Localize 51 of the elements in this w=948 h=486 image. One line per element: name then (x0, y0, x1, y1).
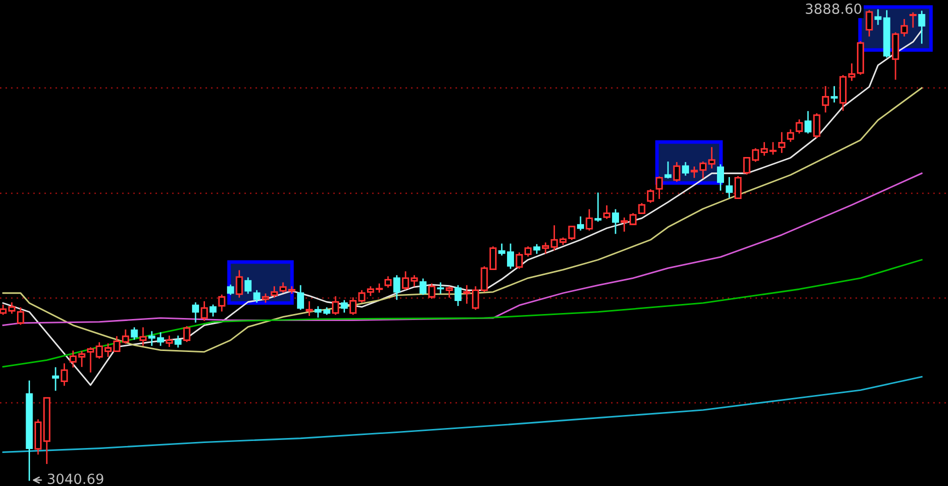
candlestick (236, 270, 243, 298)
candlestick (796, 119, 803, 134)
candlestick (830, 86, 838, 102)
candlestick (420, 278, 427, 295)
candlestick (446, 286, 453, 298)
candlestick (682, 162, 690, 176)
candlestick (726, 177, 733, 198)
candlestick (717, 164, 724, 191)
candlestick (130, 327, 138, 340)
candlestick (786, 129, 794, 142)
candlestick (454, 285, 462, 306)
candlestick (297, 285, 304, 310)
candlestick (577, 216, 584, 231)
candlestick (428, 284, 436, 299)
candlestick (594, 192, 602, 222)
candlestick (778, 132, 786, 153)
candlestick (52, 367, 60, 391)
candlestick (314, 306, 322, 318)
candlestick (166, 336, 173, 347)
candlestick (656, 176, 663, 199)
candlestick (183, 326, 190, 342)
candlestick (393, 275, 400, 300)
candlestick (664, 162, 672, 178)
candlestick (866, 10, 873, 37)
candlestick (192, 302, 200, 323)
candlestick (646, 189, 654, 203)
candlestick (874, 9, 882, 25)
candlestick (200, 301, 208, 321)
candlestick (60, 363, 68, 386)
candlestick (253, 290, 260, 303)
candlestick (384, 276, 392, 288)
candlestick (918, 10, 926, 44)
candlestick (856, 41, 864, 75)
candlestick (603, 205, 610, 219)
candlestick (734, 176, 742, 200)
annotation: 3888.60 (806, 4, 862, 14)
candlestick (174, 336, 182, 348)
candlestick (244, 277, 252, 294)
candlestick (210, 304, 217, 316)
candlestick (437, 282, 444, 294)
candlestick (340, 300, 348, 313)
candlestick (813, 113, 820, 138)
candlestick (218, 294, 226, 312)
candlestick (586, 209, 593, 231)
candlestick (804, 111, 812, 134)
candlestick (612, 209, 620, 234)
candlestick (638, 203, 646, 214)
candlestick (673, 162, 680, 182)
candlestick (306, 301, 313, 316)
annotation: 3040.69 (48, 474, 104, 484)
candlestick (262, 293, 270, 303)
